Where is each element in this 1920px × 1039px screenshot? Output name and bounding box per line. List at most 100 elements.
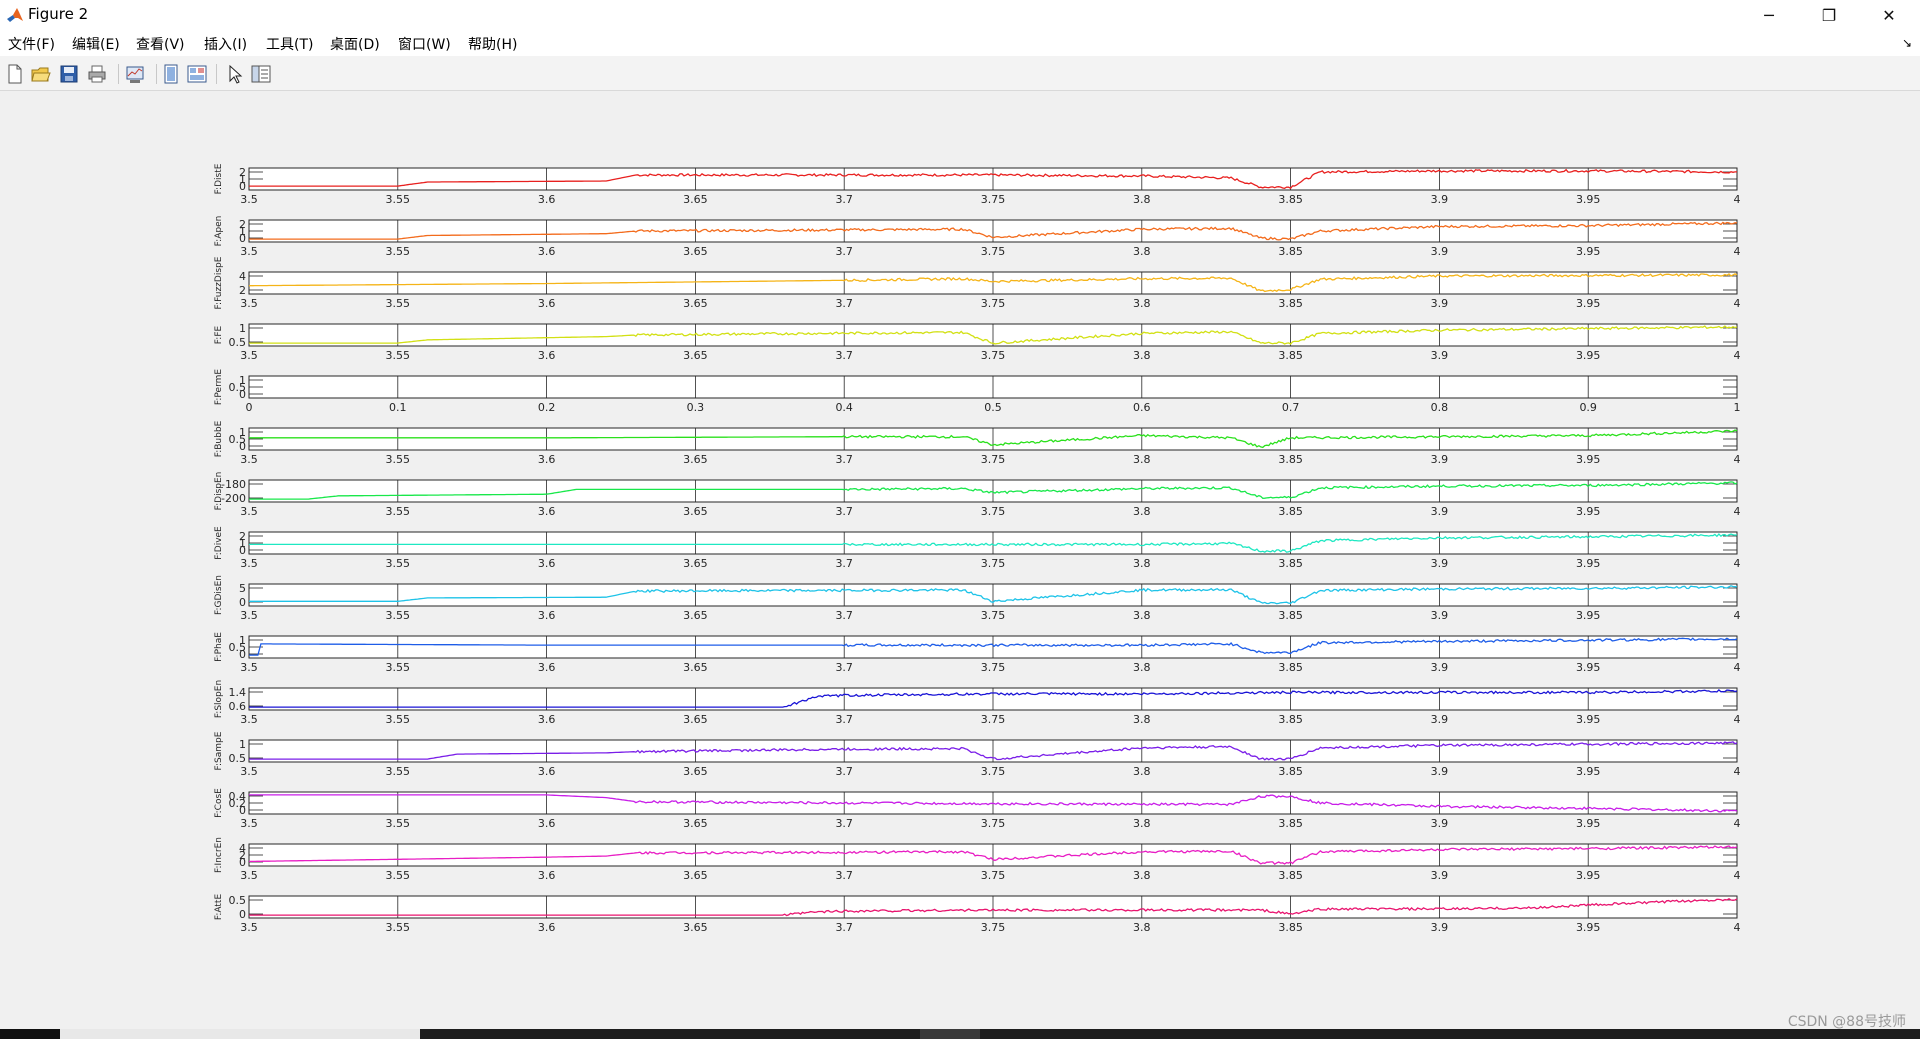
subplot-12: 3.5 3.55 3.6 3.65 3.7 3.75 3.8 3.85 3.9 3.95 4 10.5… bbox=[214, 731, 1741, 778]
subplot-8: 3.5 3.55 3.6 3.65 3.7 3.75 3.8 3.85 3.9 3.95 4 210 F… bbox=[214, 526, 1741, 570]
save-icon[interactable] bbox=[58, 63, 80, 85]
edit-plot-cursor-icon[interactable] bbox=[224, 63, 246, 85]
x-tick-label: 3.75 bbox=[981, 661, 1006, 674]
x-tick-label: 3.7 bbox=[835, 713, 853, 726]
y-tick-label: 2 bbox=[239, 166, 246, 179]
x-tick-label: 3.7 bbox=[835, 661, 853, 674]
x-tick-label: 3.5 bbox=[240, 661, 258, 674]
y-axis-label: F:IncrEn bbox=[214, 837, 224, 873]
y-tick-label: 1 bbox=[239, 537, 246, 550]
menu-window[interactable]: 窗口(W) bbox=[398, 37, 451, 53]
y-tick-label: 1 bbox=[239, 173, 246, 186]
x-tick-label: 3.9 bbox=[1431, 193, 1449, 206]
x-tick-label: 3.65 bbox=[683, 453, 708, 466]
x-tick-label: 3.55 bbox=[386, 609, 411, 622]
x-tick-label: 3.7 bbox=[835, 921, 853, 934]
x-tick-label: 0.7 bbox=[1282, 401, 1300, 414]
x-tick-label: 3.9 bbox=[1431, 453, 1449, 466]
menu-edit[interactable]: 编辑(E) bbox=[72, 37, 120, 53]
link-plot-icon[interactable] bbox=[124, 63, 146, 85]
series-line bbox=[249, 585, 1738, 605]
x-tick-label: 3.95 bbox=[1576, 505, 1601, 518]
x-tick-label: 3.85 bbox=[1278, 921, 1303, 934]
subplot-10: 3.5 3.55 3.6 3.65 3.7 3.75 3.8 3.85 3.9 3.95 4 10.5… bbox=[214, 632, 1741, 674]
y-tick-label: 0.4 bbox=[229, 790, 247, 803]
x-tick-label: 3.85 bbox=[1278, 297, 1303, 310]
series-line bbox=[249, 221, 1738, 241]
y-axis-label: F:CosE bbox=[214, 788, 224, 818]
print-icon[interactable] bbox=[86, 63, 108, 85]
y-axis-label: F:DistE bbox=[214, 163, 224, 194]
x-tick-label: 3.8 bbox=[1133, 921, 1151, 934]
menu-view[interactable]: 查看(V) bbox=[136, 37, 185, 53]
menu-insert[interactable]: 插入(I) bbox=[204, 37, 248, 53]
x-tick-label: 3.7 bbox=[835, 609, 853, 622]
property-inspector-icon[interactable] bbox=[250, 63, 272, 85]
menu-desktop[interactable]: 桌面(D) bbox=[330, 37, 380, 53]
menu-file[interactable]: 文件(F) bbox=[8, 37, 55, 53]
x-tick-label: 3.75 bbox=[981, 765, 1006, 778]
x-tick-label: 3.9 bbox=[1431, 609, 1449, 622]
taskbar-start[interactable] bbox=[0, 1029, 60, 1039]
toolbar-separator bbox=[118, 64, 119, 84]
x-tick-label: 3.75 bbox=[981, 869, 1006, 882]
minimize-button[interactable]: ─ bbox=[1764, 5, 1774, 25]
x-tick-label: 3.7 bbox=[835, 765, 853, 778]
toolbar-separator bbox=[156, 64, 157, 84]
x-tick-label: 3.6 bbox=[538, 453, 556, 466]
x-tick-label: 3.75 bbox=[981, 453, 1006, 466]
close-button[interactable]: ✕ bbox=[1882, 5, 1896, 25]
y-tick-label: -180 bbox=[221, 478, 246, 491]
x-tick-label: 3.85 bbox=[1278, 245, 1303, 258]
new-figure-icon[interactable] bbox=[4, 63, 26, 85]
series-line bbox=[249, 481, 1738, 500]
x-tick-label: 3.9 bbox=[1431, 245, 1449, 258]
x-tick-label: 4 bbox=[1734, 869, 1741, 882]
series-line bbox=[249, 429, 1738, 449]
y-tick-label: 1 bbox=[239, 634, 246, 647]
y-tick-label: -200 bbox=[221, 492, 246, 505]
subplot-1: 3.5 3.55 3.6 3.65 3.7 3.75 3.8 3.85 3.9 3.95 4 210 F… bbox=[214, 163, 1741, 206]
subplot-7: 3.5 3.55 3.6 3.65 3.7 3.75 3.8 3.85 3.9 3.95 4 -180… bbox=[214, 472, 1741, 518]
subplot-2: 3.5 3.55 3.6 3.65 3.7 3.75 3.8 3.85 3.9 3.95 4 210 F… bbox=[214, 216, 1741, 258]
x-tick-label: 3.5 bbox=[240, 817, 258, 830]
x-tick-label: 0.4 bbox=[835, 401, 853, 414]
taskbar-search-box[interactable] bbox=[60, 1029, 420, 1039]
x-tick-label: 0.6 bbox=[1133, 401, 1151, 414]
series-line bbox=[249, 741, 1738, 761]
x-tick-label: 3.6 bbox=[538, 817, 556, 830]
series-line bbox=[249, 898, 1738, 917]
x-tick-label: 3.55 bbox=[386, 505, 411, 518]
restore-button[interactable]: ❐ bbox=[1821, 5, 1837, 25]
y-tick-label: 2 bbox=[239, 530, 246, 543]
x-tick-label: 3.5 bbox=[240, 869, 258, 882]
taskbar-app[interactable] bbox=[920, 1029, 980, 1039]
show-plot-tools-icon[interactable] bbox=[186, 63, 208, 85]
x-tick-label: 0.2 bbox=[538, 401, 556, 414]
series-line bbox=[249, 168, 1737, 190]
hide-plot-tools-icon[interactable] bbox=[160, 63, 182, 85]
x-tick-label: 3.9 bbox=[1431, 505, 1449, 518]
menu-tools[interactable]: 工具(T) bbox=[266, 37, 314, 53]
x-tick-label: 3.5 bbox=[240, 609, 258, 622]
x-tick-label: 3.85 bbox=[1278, 453, 1303, 466]
x-tick-label: 3.8 bbox=[1133, 765, 1151, 778]
y-tick-label: 0 bbox=[239, 596, 246, 609]
x-tick-label: 3.65 bbox=[683, 297, 708, 310]
x-tick-label: 0.1 bbox=[389, 401, 407, 414]
dock-arrow-icon[interactable]: ↘ bbox=[1901, 36, 1912, 50]
x-tick-label: 3.55 bbox=[386, 245, 411, 258]
x-tick-label: 3.55 bbox=[386, 869, 411, 882]
x-tick-label: 0.9 bbox=[1579, 401, 1597, 414]
menu-help[interactable]: 帮助(H) bbox=[468, 37, 518, 53]
x-tick-label: 3.5 bbox=[240, 349, 258, 362]
x-tick-label: 3.5 bbox=[240, 921, 258, 934]
y-tick-label: 0 bbox=[239, 388, 246, 401]
open-file-icon[interactable] bbox=[30, 63, 52, 85]
x-tick-label: 3.9 bbox=[1431, 869, 1449, 882]
os-taskbar bbox=[0, 1029, 1920, 1039]
y-tick-label: 0 bbox=[239, 180, 246, 193]
y-axis-label: F:FuzzDispE bbox=[214, 256, 224, 309]
x-tick-label: 3.65 bbox=[683, 609, 708, 622]
y-tick-label: 4 bbox=[239, 270, 246, 283]
